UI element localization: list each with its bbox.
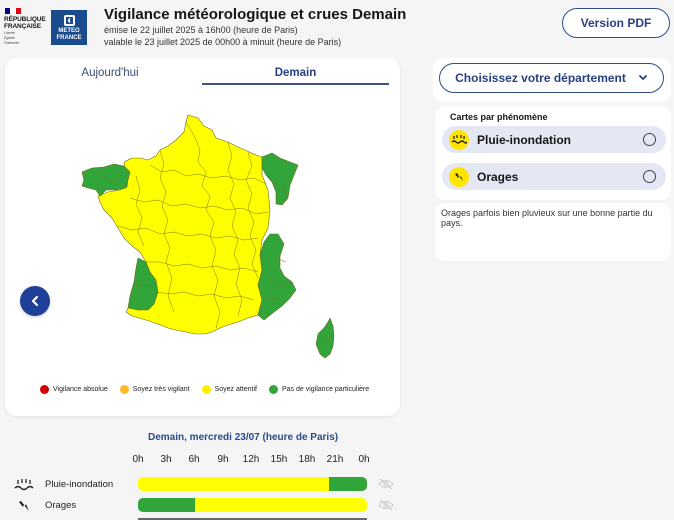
rain-flood-icon	[14, 479, 34, 491]
republique-francaise-logo: RÉPUBLIQUE FRANÇAISE Liberté Égalité Fra…	[4, 8, 46, 48]
rf-motto-3: Fraternité	[4, 41, 19, 45]
map-region-gironde-green	[127, 257, 159, 311]
hour-label: 6h	[188, 454, 200, 465]
map-region-brittany-green	[81, 163, 131, 197]
hour-label: 12h	[242, 454, 260, 465]
rain-flood-icon	[449, 129, 469, 150]
legend-label: Vigilance absolue	[53, 386, 108, 393]
rf-motto-2: Égalité	[4, 36, 15, 40]
forecast-comment: Orages parfois bien pluvieux sur une bon…	[441, 208, 653, 228]
hour-label: 18h	[298, 454, 316, 465]
validity-text: valable le 23 juillet 2025 de 00h00 à mi…	[104, 37, 342, 47]
phenomenon-label: Orages	[477, 169, 519, 184]
red-dot-icon	[40, 385, 49, 394]
orange-dot-icon	[119, 385, 129, 394]
yellow-dot-icon	[201, 385, 211, 394]
pdf-version-button[interactable]: Version PDF	[562, 8, 670, 38]
legend-label: Soyez attentif	[214, 386, 257, 393]
header: RÉPUBLIQUE FRANÇAISE Liberté Égalité Fra…	[0, 0, 674, 52]
map-legend: Vigilance absolue Soyez très vigilant So…	[40, 385, 381, 394]
hidden-eye-icon[interactable]	[378, 499, 394, 511]
mf-line-1: METEO	[58, 28, 80, 34]
department-select-label: Choisissez votre département	[455, 71, 626, 85]
legend-label: Pas de vigilance particulière	[281, 386, 370, 393]
timeline-row-label: Pluie-inondation	[45, 479, 114, 490]
france-vigilance-map[interactable]	[5, 58, 400, 378]
tab-tomorrow[interactable]: Demain	[274, 67, 317, 79]
issued-text: émise le 22 juillet 2025 à 16h00 (heure …	[104, 25, 298, 35]
legend-item-red: Vigilance absolue	[40, 385, 108, 394]
rf-line-2: FRANÇAISE	[4, 23, 42, 30]
department-select-button[interactable]: Choisissez votre département	[439, 63, 664, 93]
hour-label: 21h	[326, 454, 344, 465]
hour-label: 15h	[270, 454, 288, 465]
legend-item-green: Pas de vigilance particulière	[268, 385, 370, 394]
phenomenon-radio[interactable]	[643, 170, 656, 183]
meteo-france-glyph-icon	[63, 15, 75, 26]
phenomenon-radio[interactable]	[643, 133, 656, 146]
rf-motto-1: Liberté	[4, 31, 15, 35]
phenomena-title: Cartes par phénomène	[450, 112, 548, 122]
map-region-yellow	[97, 114, 271, 335]
map-card: Aujourd'hui Demain	[5, 58, 400, 416]
meteo-france-logo[interactable]: METEO FRANCE	[51, 10, 87, 45]
timeline-bar-rain-flood[interactable]	[138, 477, 367, 491]
hour-label: 3h	[160, 454, 172, 465]
bar-segment-green	[138, 498, 196, 512]
phenomenon-label: Pluie-inondation	[477, 132, 571, 147]
department-borders	[103, 121, 333, 341]
phenomena-card: Cartes par phénomène Pluie-inondation Or…	[435, 106, 671, 200]
timeline-next-bar-edge	[138, 518, 367, 520]
day-tabs: Aujourd'hui Demain	[5, 58, 400, 88]
thunderstorm-icon	[449, 166, 469, 187]
map-region-corsica-green	[315, 317, 335, 359]
legend-item-orange: Soyez très vigilant	[119, 385, 190, 394]
tab-today[interactable]: Aujourd'hui	[81, 67, 139, 79]
bar-segment-yellow	[195, 498, 367, 512]
timeline-bar-thunderstorm[interactable]	[138, 498, 367, 512]
hour-label: 0h	[358, 454, 370, 465]
comment-card: Orages parfois bien pluvieux sur une bon…	[435, 203, 671, 261]
green-dot-icon	[268, 385, 278, 394]
thunderstorm-icon	[19, 501, 29, 511]
chevron-down-icon	[638, 75, 647, 81]
page-title: Vigilance météorologique et crues Demain	[104, 6, 407, 23]
hidden-eye-icon[interactable]	[378, 478, 394, 490]
legend-item-yellow: Soyez attentif	[201, 385, 257, 394]
hour-label: 0h	[132, 454, 144, 465]
legend-label: Soyez très vigilant	[132, 386, 190, 393]
phenomenon-rain-flood[interactable]: Pluie-inondation	[442, 126, 666, 153]
previous-button[interactable]	[20, 286, 50, 316]
phenomenon-thunderstorm[interactable]: Orages	[442, 163, 666, 190]
department-card: Choisissez votre département	[433, 58, 671, 102]
map-region-alps-green	[257, 233, 297, 321]
chevron-left-icon	[31, 295, 39, 307]
rf-line-1: RÉPUBLIQUE	[4, 16, 46, 23]
bar-segment-yellow	[138, 477, 329, 491]
active-tab-indicator	[202, 83, 389, 85]
bar-segment-green	[328, 477, 367, 491]
mf-line-2: FRANCE	[56, 35, 82, 41]
timeline-title: Demain, mercredi 23/07 (heure de Paris)	[148, 432, 339, 443]
french-flag-icon	[5, 8, 21, 14]
timeline-row-label: Orages	[45, 500, 77, 511]
hour-label: 9h	[217, 454, 229, 465]
